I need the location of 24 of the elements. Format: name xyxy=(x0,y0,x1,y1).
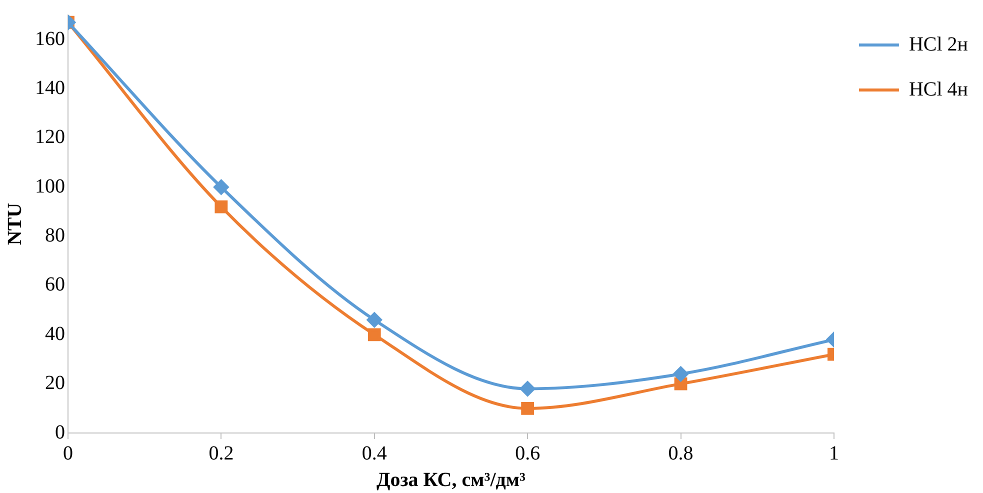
y-tick-label: 80 xyxy=(45,224,65,247)
y-tick-label: 120 xyxy=(35,126,65,148)
point xyxy=(521,402,534,415)
legend-label: HCl 4н xyxy=(908,78,968,100)
y-tick-label: 20 xyxy=(45,372,65,394)
y-tick-label: 0 xyxy=(55,421,65,444)
x-tick-label: 0.6 xyxy=(515,442,540,464)
y-tick-label: 160 xyxy=(35,28,65,50)
y-tick-label: 40 xyxy=(45,322,65,345)
point xyxy=(214,180,229,195)
x-axis-title: Доза КС, см³/дм³ xyxy=(376,469,526,492)
x-tick-label: 0.4 xyxy=(362,442,387,464)
point xyxy=(520,381,536,396)
y-tick-label: 60 xyxy=(45,274,65,296)
point xyxy=(366,312,382,328)
x-tick-label: 1 xyxy=(828,442,839,464)
x-tick-label: 0.8 xyxy=(668,442,694,464)
point xyxy=(214,200,228,214)
x-tick-label: 0.2 xyxy=(208,442,234,464)
legend-label: HCl 2н xyxy=(908,33,968,56)
point xyxy=(368,328,381,342)
y-axis-title: NTU xyxy=(4,202,26,246)
y-tick-label: 100 xyxy=(35,175,65,198)
y-tick-label: 140 xyxy=(35,77,65,100)
